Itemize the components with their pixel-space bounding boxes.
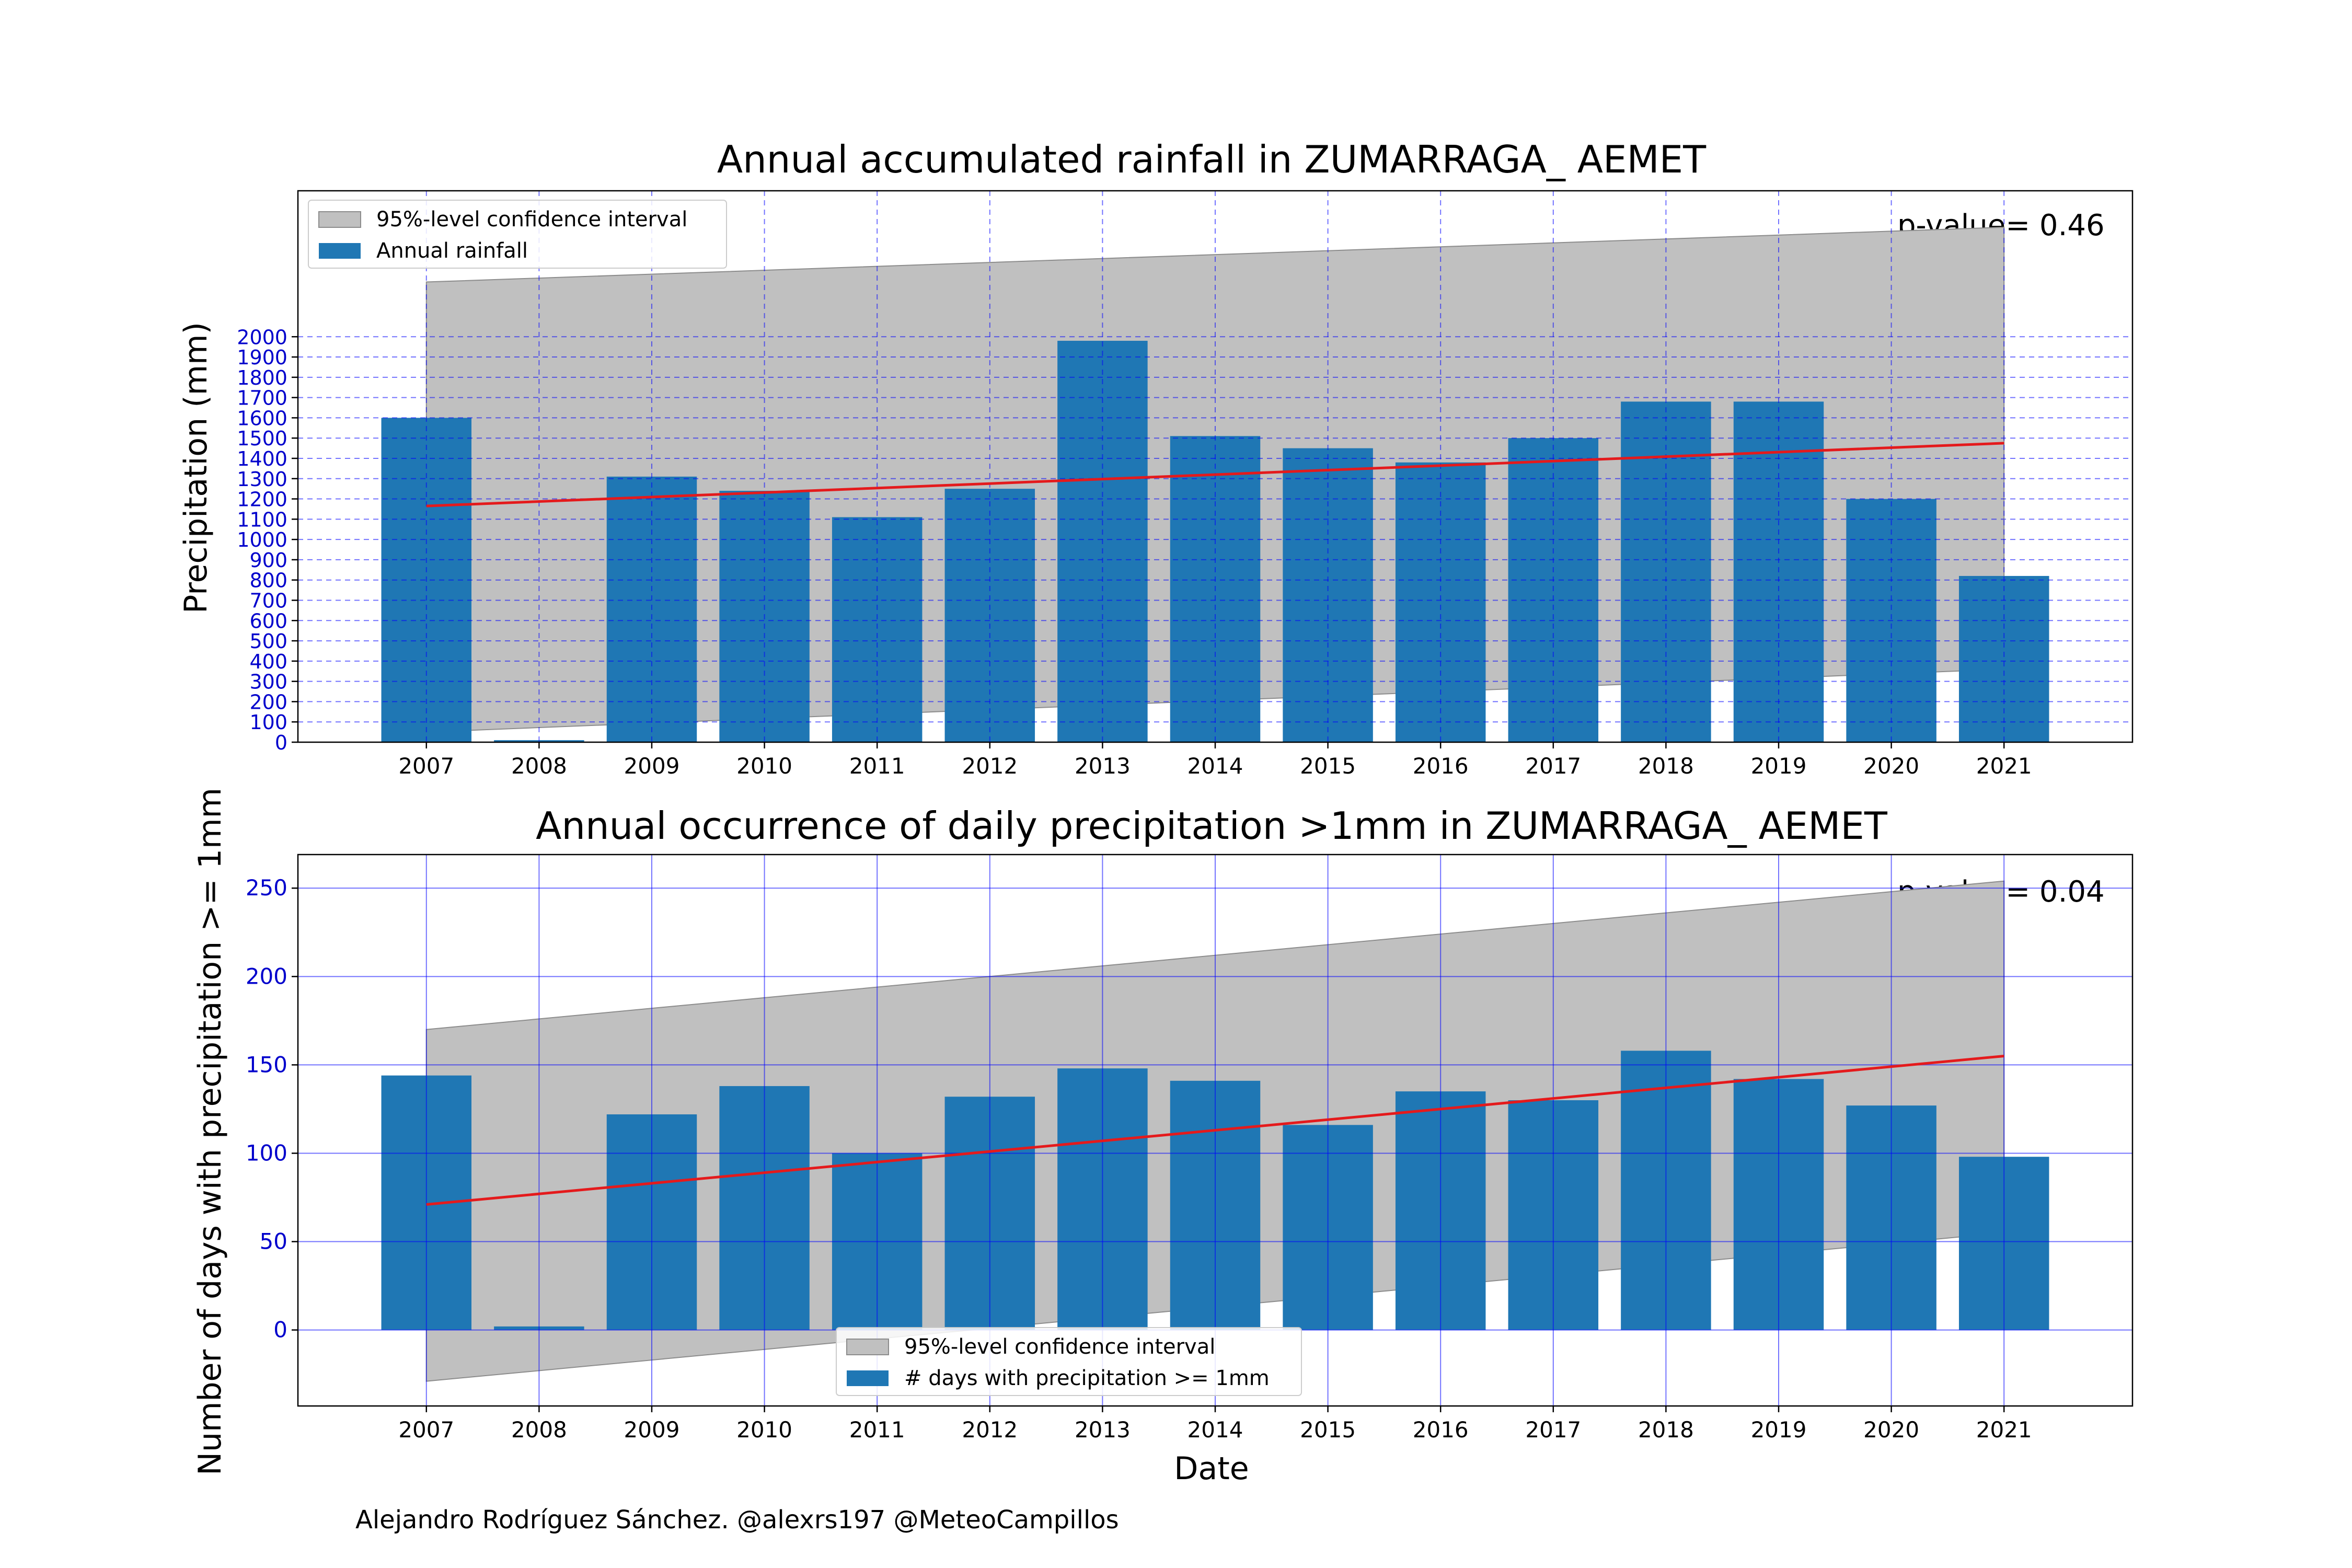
rainfall-y-tick-label: 100: [249, 711, 287, 734]
precip-days-trend-line: [426, 1054, 2004, 1206]
precip-days-x-tick-label: 2021: [1976, 1417, 2032, 1443]
rainfall-legend-bar-label: Annual rainfall: [376, 239, 528, 263]
rainfall-x-tick-label: 2009: [624, 753, 680, 779]
rainfall-y-tick-label: 1600: [237, 407, 287, 430]
rainfall-y-tick-label: 1800: [237, 366, 287, 389]
rainfall-y-tick-label: 400: [249, 650, 287, 673]
rainfall-y-tick-label: 500: [249, 630, 287, 653]
rainfall-bar: [1395, 462, 1486, 742]
rainfall-x-tick-label: 2010: [736, 753, 792, 779]
rainfall-x-tick-label: 2008: [511, 753, 567, 779]
rainfall-x-tick-label: 2017: [1525, 753, 1581, 779]
rainfall-y-tick-label: 1500: [237, 427, 287, 450]
rainfall-y-tick-label: 0: [275, 731, 287, 754]
precip-days-chart-title: Annual occurrence of daily precipitation…: [536, 804, 1888, 848]
precip-days-y-tick-label: 200: [246, 963, 287, 989]
rainfall-x-tick-label: 2020: [1863, 753, 1919, 779]
precip-days-y-tick-label: 50: [260, 1229, 287, 1254]
rainfall-x-tick-label: 2015: [1300, 753, 1356, 779]
rainfall-y-tick-label: 900: [249, 549, 287, 572]
precip-days-x-tick-label: 2011: [849, 1417, 905, 1443]
rainfall-x-tick-label: 2012: [962, 753, 1018, 779]
rainfall-y-tick-label: 2000: [237, 326, 287, 349]
precip-days-y-tick-label: 0: [273, 1317, 287, 1343]
precip-days-x-tick-label: 2010: [736, 1417, 792, 1443]
rainfall-bar: [1958, 575, 2049, 742]
precip-days-legend: 95%-level confidence interval # days with…: [836, 1327, 1302, 1396]
rainfall-legend-confidence-label: 95%-level confidence interval: [376, 207, 687, 232]
precip-days-chart-panel: Annual occurrence of daily precipitation…: [192, 788, 2134, 1487]
precip-days-y-axis-label: Number of days with precipitation >= 1mm: [192, 788, 228, 1475]
rainfall-y-tick-label: 1200: [237, 488, 287, 511]
rainfall-legend-bar-swatch: [319, 243, 361, 259]
precip-days-x-tick-label: 2019: [1751, 1417, 1807, 1443]
rainfall-x-tick-label: 2013: [1075, 753, 1131, 779]
rainfall-y-tick-label: 800: [249, 569, 287, 592]
rainfall-x-tick-label: 2016: [1413, 753, 1469, 779]
rainfall-y-tick-label: 1700: [237, 387, 287, 410]
rainfall-y-tick-label: 1400: [237, 447, 287, 470]
precip-days-legend-confidence-swatch: [846, 1339, 889, 1355]
rainfall-y-tick-label: 1300: [237, 468, 287, 491]
precip-days-x-axis-label: Date: [1174, 1450, 1249, 1487]
precip-days-x-tick-label: 2018: [1638, 1417, 1694, 1443]
rainfall-y-tick-label: 600: [249, 609, 287, 632]
precip-days-x-tick-label: 2016: [1413, 1417, 1469, 1443]
rainfall-x-tick-label: 2018: [1638, 753, 1694, 779]
precip-days-x-tick-label: 2020: [1863, 1417, 1919, 1443]
precip-days-legend-bar-swatch: [847, 1370, 889, 1386]
precip-days-x-tick-label: 2009: [624, 1417, 680, 1443]
rainfall-chart-title: Annual accumulated rainfall in ZUMARRAGA…: [717, 137, 1707, 181]
rainfall-x-tick-label: 2019: [1751, 753, 1807, 779]
rainfall-legend: 95%-level confidence interval Annual rain…: [308, 200, 727, 269]
rainfall-y-axis-label: Precipitation (mm): [178, 322, 214, 614]
rainfall-trend-line: [426, 442, 2004, 508]
rainfall-y-tick-label: 300: [249, 671, 287, 694]
rainfall-x-tick-label: 2021: [1976, 753, 2032, 779]
rainfall-y-tick-label: 1100: [237, 508, 287, 531]
precip-days-y-tick-label: 250: [246, 875, 287, 901]
rainfall-x-tick-label: 2007: [398, 753, 454, 779]
precip-days-legend-bar-label: # days with precipitation >= 1mm: [904, 1366, 1270, 1390]
precip-days-y-tick-label: 150: [246, 1052, 287, 1077]
rainfall-x-tick-label: 2014: [1187, 753, 1243, 779]
precip-days-x-tick-label: 2007: [398, 1417, 454, 1443]
rainfall-y-tick-label: 200: [249, 690, 287, 713]
precip-days-x-tick-label: 2014: [1187, 1417, 1243, 1443]
precip-days-x-tick-label: 2017: [1525, 1417, 1581, 1443]
precip-days-y-tick-label: 100: [246, 1140, 287, 1166]
rainfall-y-tick-label: 1000: [237, 528, 287, 551]
rainfall-x-tick-label: 2011: [849, 753, 905, 779]
precip-days-x-tick-label: 2013: [1075, 1417, 1131, 1443]
precip-days-legend-confidence-label: 95%-level confidence interval: [904, 1335, 1215, 1359]
precip-days-x-tick-label: 2008: [511, 1417, 567, 1443]
rainfall-bar: [832, 517, 923, 742]
precip-days-x-tick-label: 2015: [1300, 1417, 1356, 1443]
author-credit: Alejandro Rodríguez Sánchez. @alexrs197 …: [355, 1505, 1119, 1535]
rainfall-legend-confidence-swatch: [318, 211, 361, 228]
rainfall-chart-panel: Annual accumulated rainfall in ZUMARRAGA…: [178, 137, 2134, 779]
precip-days-legend-box: [836, 1327, 1302, 1396]
precip-days-x-tick-label: 2012: [962, 1417, 1018, 1443]
rainfall-y-tick-label: 700: [249, 589, 287, 612]
rainfall-y-tick-label: 1900: [237, 346, 287, 369]
rainfall-legend-box: [308, 200, 727, 269]
